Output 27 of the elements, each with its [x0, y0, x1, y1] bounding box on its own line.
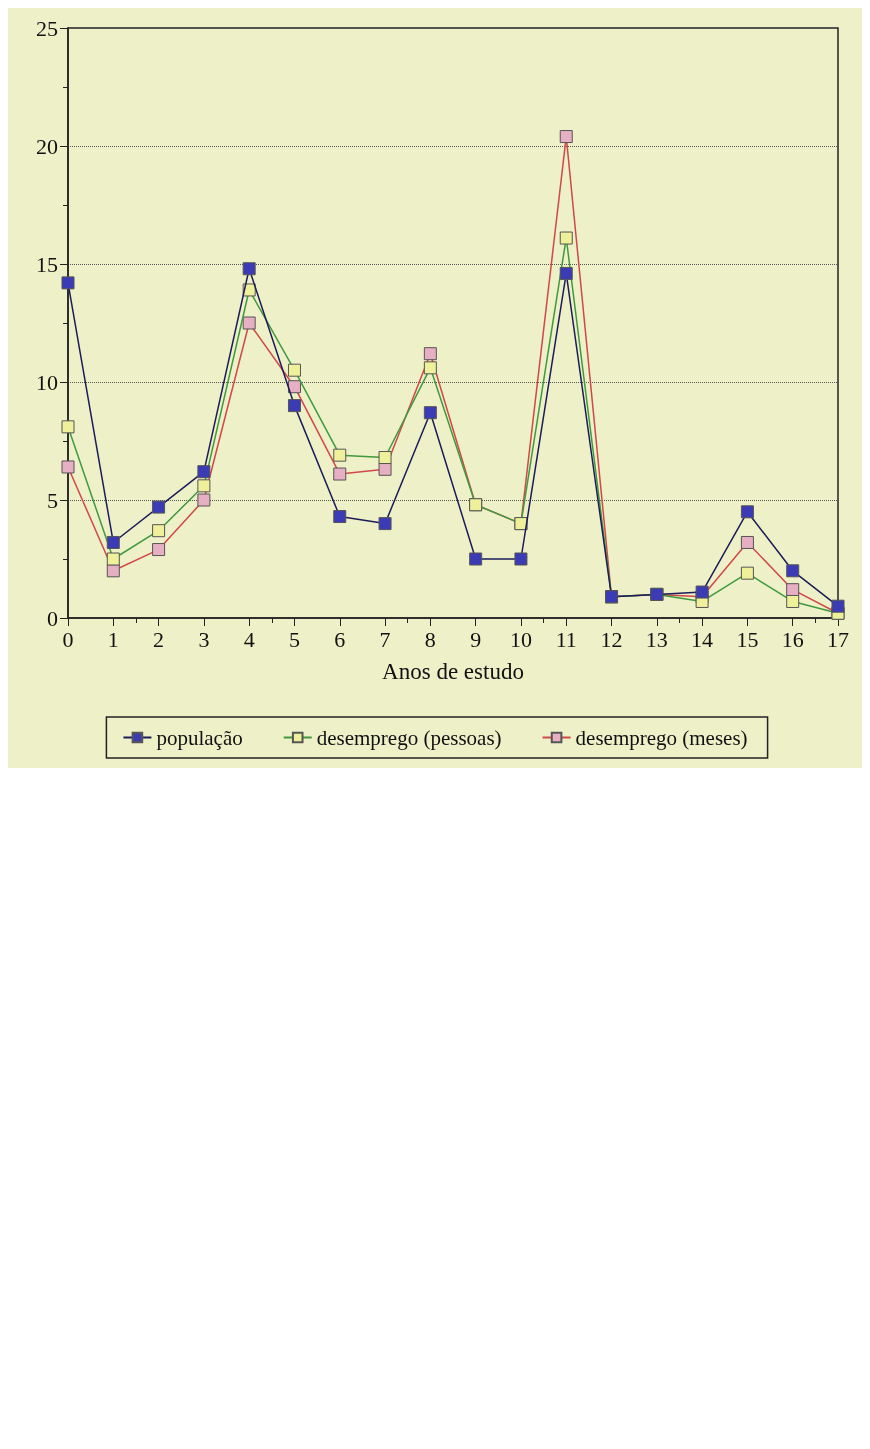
- x-tick-label: 10: [509, 626, 532, 652]
- legend-label: população: [156, 725, 243, 750]
- x-tick-label: 13: [645, 626, 668, 652]
- y-tick-label: 25: [36, 15, 58, 41]
- x-axis-title: Anos de estudo: [382, 659, 524, 684]
- x-tick-label: 2: [153, 626, 165, 652]
- x-tick-label: 15: [736, 626, 759, 652]
- x-tick-label: 7: [379, 626, 391, 652]
- y-tick-label: 20: [36, 133, 58, 159]
- x-tick-label: 3: [198, 626, 210, 652]
- x-tick-label: 4: [243, 626, 255, 652]
- x-tick-label: 17: [827, 626, 849, 652]
- x-tick-label: 5: [288, 626, 300, 652]
- x-tick-label: 14: [691, 626, 714, 652]
- y-tick-label: 0: [47, 605, 58, 631]
- y-tick-label: 15: [36, 251, 58, 277]
- y-tick-label: 5: [47, 487, 58, 513]
- x-tick-label: 16: [781, 626, 804, 652]
- legend-label: desemprego (pessoas): [316, 725, 502, 750]
- x-tick-label: 9: [470, 626, 482, 652]
- legend-label: desemprego (meses): [575, 725, 748, 750]
- x-tick-label: 12: [600, 626, 623, 652]
- x-tick-label: 11: [555, 626, 577, 652]
- x-tick-label: 6: [334, 626, 346, 652]
- x-tick-label: 8: [424, 626, 436, 652]
- x-tick-label: 1: [107, 626, 119, 652]
- y-tick-label: 10: [36, 369, 58, 395]
